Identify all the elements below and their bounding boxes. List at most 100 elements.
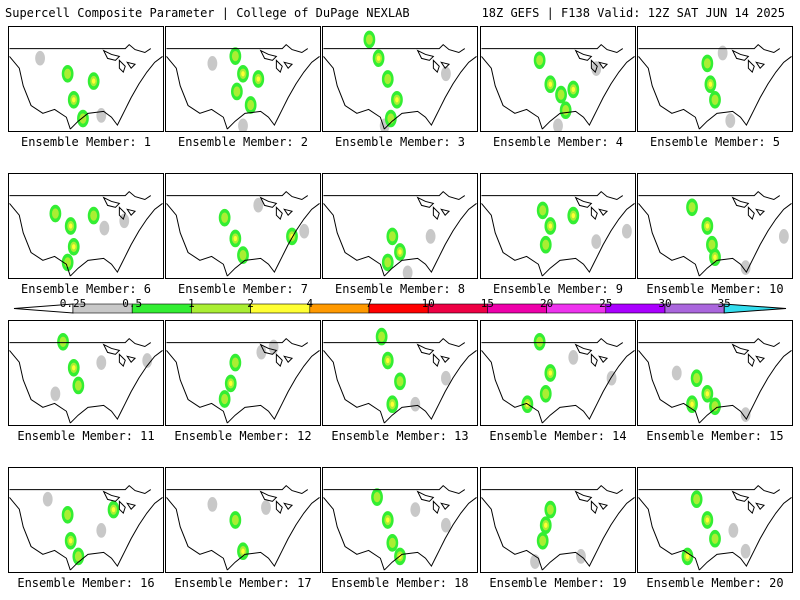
- scp-contour-lime: [388, 231, 396, 242]
- member-label: Ensemble Member: 9: [492, 282, 624, 296]
- country-border: [638, 190, 781, 201]
- scp-contour-lime: [396, 376, 404, 387]
- coastline: [9, 497, 163, 571]
- colorbar-tick-label: 2: [247, 297, 254, 310]
- coastline: [166, 497, 320, 571]
- great-lakes: [259, 490, 294, 515]
- scp-contour-yellow: [398, 249, 402, 255]
- scp-contour-lime: [231, 357, 239, 368]
- scp-contour-yellow: [690, 401, 694, 407]
- scp-low-area: [96, 108, 107, 123]
- colorbar-segment: [191, 303, 251, 314]
- scp-low-area: [740, 260, 751, 275]
- country-border: [638, 484, 781, 495]
- scp-map: [166, 484, 320, 571]
- scp-contour-yellow: [241, 548, 245, 554]
- ensemble-panel-12: [165, 320, 321, 426]
- scp-contour-lime: [546, 504, 554, 515]
- ensemble-panel-10: [637, 173, 793, 279]
- scp-low-area: [441, 517, 451, 533]
- scp-contour-lime: [711, 94, 719, 105]
- scp-contour-yellow: [71, 244, 76, 250]
- scp-low-area: [253, 197, 264, 213]
- great-lakes: [416, 343, 451, 368]
- scp-contour-lime: [708, 239, 716, 250]
- scp-contour-yellow: [228, 380, 233, 387]
- ensemble-panel-14: [480, 320, 636, 426]
- country-border: [481, 190, 624, 201]
- great-lakes: [259, 49, 294, 74]
- scp-contour-yellow: [376, 55, 381, 61]
- scp-low-area: [740, 543, 751, 559]
- scp-contour-yellow: [385, 357, 390, 364]
- scp-contour-yellow: [705, 223, 710, 229]
- coastline: [9, 56, 163, 130]
- scp-low-area: [42, 491, 53, 507]
- scp-low-area: [96, 355, 107, 370]
- ensemble-panel-11: [8, 320, 164, 426]
- coastline: [638, 497, 792, 571]
- scp-contour-yellow: [548, 81, 553, 87]
- country-border: [638, 43, 781, 54]
- member-label: Ensemble Member: 16: [17, 576, 155, 590]
- scp-contour-yellow: [548, 223, 553, 229]
- great-lakes: [731, 343, 766, 368]
- colorbar-tick-label: 25: [599, 297, 613, 310]
- scp-contour-yellow: [390, 401, 395, 407]
- scp-contour-lime: [711, 401, 719, 412]
- scp-map: [323, 327, 477, 424]
- scp-map: [481, 190, 635, 277]
- scp-map: [9, 484, 163, 571]
- scp-low-area: [740, 407, 751, 422]
- scp-contour-lime: [384, 73, 392, 85]
- scp-contour-yellow: [705, 517, 710, 523]
- country-border: [323, 337, 466, 348]
- member-label: Ensemble Member: 7: [177, 282, 309, 296]
- coastline: [638, 203, 792, 277]
- member-label: Ensemble Member: 17: [174, 576, 312, 590]
- scp-contour-lime: [688, 202, 696, 213]
- colorbar-tick-label: 10: [421, 297, 435, 310]
- scp-contour-lime: [239, 249, 247, 261]
- ensemble-panel-20: [637, 467, 793, 573]
- scp-map: [638, 190, 792, 277]
- scp-contour-yellow: [708, 81, 713, 87]
- country-border: [638, 337, 781, 348]
- ensemble-panel-17: [165, 467, 321, 573]
- colorbar-tick-label: 20: [539, 297, 554, 310]
- member-label: Ensemble Member: 2: [177, 135, 309, 149]
- scp-map: [9, 43, 163, 130]
- scp-contour-yellow: [233, 235, 238, 242]
- scp-contour-lime: [539, 535, 547, 546]
- colorbar-tick-label: 0.5: [122, 297, 143, 310]
- colorbar: [13, 303, 787, 314]
- scp-contour-yellow: [543, 522, 548, 528]
- ensemble-panel-13: [322, 320, 478, 426]
- member-label: Ensemble Member: 4: [492, 135, 624, 149]
- scp-low-area: [402, 265, 413, 278]
- ensemble-panel-9: [480, 173, 636, 279]
- scp-low-area: [621, 223, 632, 239]
- scp-contour-lime: [231, 514, 239, 526]
- scp-contour-lime: [373, 491, 381, 503]
- scp-low-area: [725, 113, 736, 128]
- great-lakes: [102, 490, 137, 515]
- scp-map: [9, 190, 163, 277]
- colorbar-over: [723, 303, 787, 314]
- coastline: [481, 203, 635, 277]
- scp-contour-lime: [59, 336, 67, 347]
- scp-low-area: [207, 56, 218, 71]
- coastline: [166, 56, 320, 130]
- scp-low-area: [410, 396, 421, 412]
- great-lakes: [416, 490, 451, 515]
- member-label: Ensemble Member: 6: [20, 282, 152, 296]
- ensemble-panel-16: [8, 467, 164, 573]
- country-border: [166, 484, 309, 495]
- great-lakes: [259, 196, 294, 221]
- chart-title: Supercell Composite Parameter | College …: [5, 6, 410, 20]
- scp-low-area: [50, 386, 61, 402]
- scp-contour-lime: [703, 58, 711, 69]
- scp-low-area: [256, 344, 267, 360]
- great-lakes: [574, 343, 609, 368]
- scp-contour-lime: [378, 331, 386, 342]
